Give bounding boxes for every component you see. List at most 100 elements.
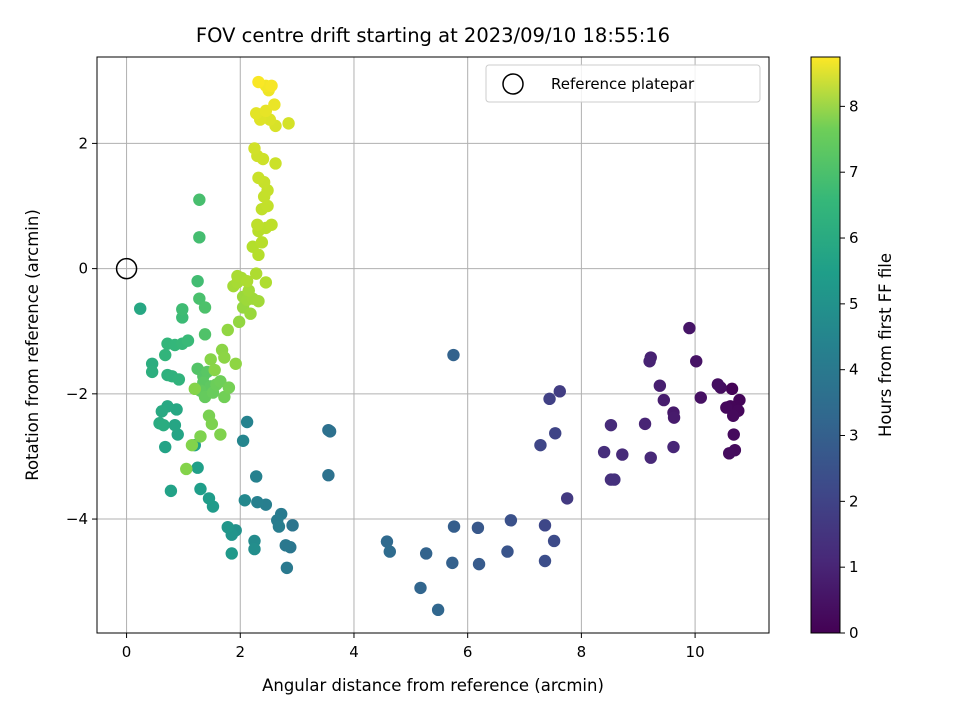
data-point (597, 445, 611, 459)
data-point (727, 428, 740, 441)
x-tick-label: 6 (463, 643, 473, 661)
data-point (252, 171, 265, 185)
data-point (249, 470, 263, 483)
data-point (248, 142, 261, 155)
data-point (447, 348, 460, 362)
data-point (191, 461, 204, 474)
data-point (157, 418, 170, 432)
data-point (322, 469, 335, 482)
data-point (265, 79, 278, 93)
colorbar-tick-label: 8 (849, 97, 859, 115)
data-point (214, 375, 227, 388)
plot-frame (96, 56, 770, 634)
data-point (134, 302, 147, 315)
data-point (694, 391, 707, 404)
data-point (657, 393, 671, 407)
data-point (198, 328, 212, 341)
data-point (159, 440, 172, 454)
y-axis-ticks: −4 −2 0 2 (66, 134, 97, 528)
colorbar-frame (810, 56, 841, 634)
y-tick-label: 0 (78, 260, 88, 278)
y-tick-label: −4 (66, 510, 88, 528)
data-point (240, 415, 254, 429)
x-axis-ticks: 0 2 4 6 8 10 (122, 633, 705, 661)
legend-box (485, 64, 761, 103)
data-point (711, 378, 725, 391)
data-point (176, 303, 189, 316)
data-point (155, 405, 169, 418)
data-point (191, 274, 204, 288)
data-point (244, 307, 257, 320)
data-point (268, 98, 281, 111)
legend: Reference platepar (485, 64, 761, 103)
data-point (272, 520, 286, 533)
data-point (221, 520, 234, 534)
data-point (547, 534, 561, 548)
data-point (218, 351, 231, 364)
colorbar-tick-label: 0 (849, 624, 859, 642)
data-point (198, 301, 212, 314)
data-point (231, 269, 244, 283)
data-point (723, 447, 736, 460)
data-point (168, 418, 182, 432)
data-point (538, 519, 552, 532)
data-point (431, 603, 445, 617)
data-point (667, 411, 681, 424)
data-point (193, 193, 206, 206)
legend-marker-icon (502, 73, 524, 95)
data-point (259, 276, 273, 289)
data-point (604, 418, 618, 432)
y-tick-label: 2 (78, 134, 88, 152)
data-point (280, 561, 294, 575)
data-point (471, 521, 485, 535)
data-point (172, 373, 186, 386)
legend-label: Reference platepar (551, 75, 695, 93)
data-point (242, 284, 255, 297)
data-point (538, 554, 552, 568)
colorbar-tick-label: 4 (849, 361, 859, 379)
data-point (238, 494, 252, 507)
data-point (720, 401, 733, 414)
colorbar-ticks: 0 1 2 3 4 5 6 7 8 (840, 97, 859, 642)
data-point (249, 107, 263, 120)
data-point (667, 440, 680, 454)
data-points (134, 75, 746, 617)
data-point (653, 379, 667, 392)
data-point (534, 438, 547, 452)
data-point (193, 231, 206, 244)
data-point (733, 393, 746, 407)
data-point (202, 492, 216, 505)
data-point (194, 482, 207, 496)
data-point (240, 274, 254, 288)
data-point (725, 382, 739, 396)
data-point (261, 199, 274, 213)
colorbar-tick-label: 3 (849, 427, 859, 445)
data-point (553, 385, 566, 398)
data-point (164, 484, 178, 498)
data-point (159, 348, 172, 362)
data-point (446, 556, 459, 570)
data-point (232, 315, 246, 329)
data-point (265, 218, 278, 231)
data-point (472, 557, 486, 571)
data-point (638, 417, 652, 431)
colorbar-tick-label: 2 (849, 492, 859, 510)
data-point (501, 545, 514, 558)
data-point (185, 438, 199, 452)
data-point (225, 547, 238, 560)
data-point (221, 323, 234, 337)
data-point (543, 392, 556, 406)
data-point (218, 390, 231, 404)
data-point (204, 353, 217, 366)
x-tick-label: 10 (686, 643, 705, 661)
x-tick-label: 4 (349, 643, 359, 661)
data-point (608, 473, 621, 486)
chart-title: FOV centre drift starting at 2023/09/10 … (196, 24, 670, 47)
data-point (644, 451, 657, 464)
data-point (643, 355, 656, 368)
data-point (180, 462, 193, 476)
data-point (683, 321, 696, 335)
y-axis-label: Rotation from reference (arcmin) (23, 209, 42, 481)
colorbar-tick-label: 5 (849, 295, 859, 313)
data-point (208, 363, 221, 377)
